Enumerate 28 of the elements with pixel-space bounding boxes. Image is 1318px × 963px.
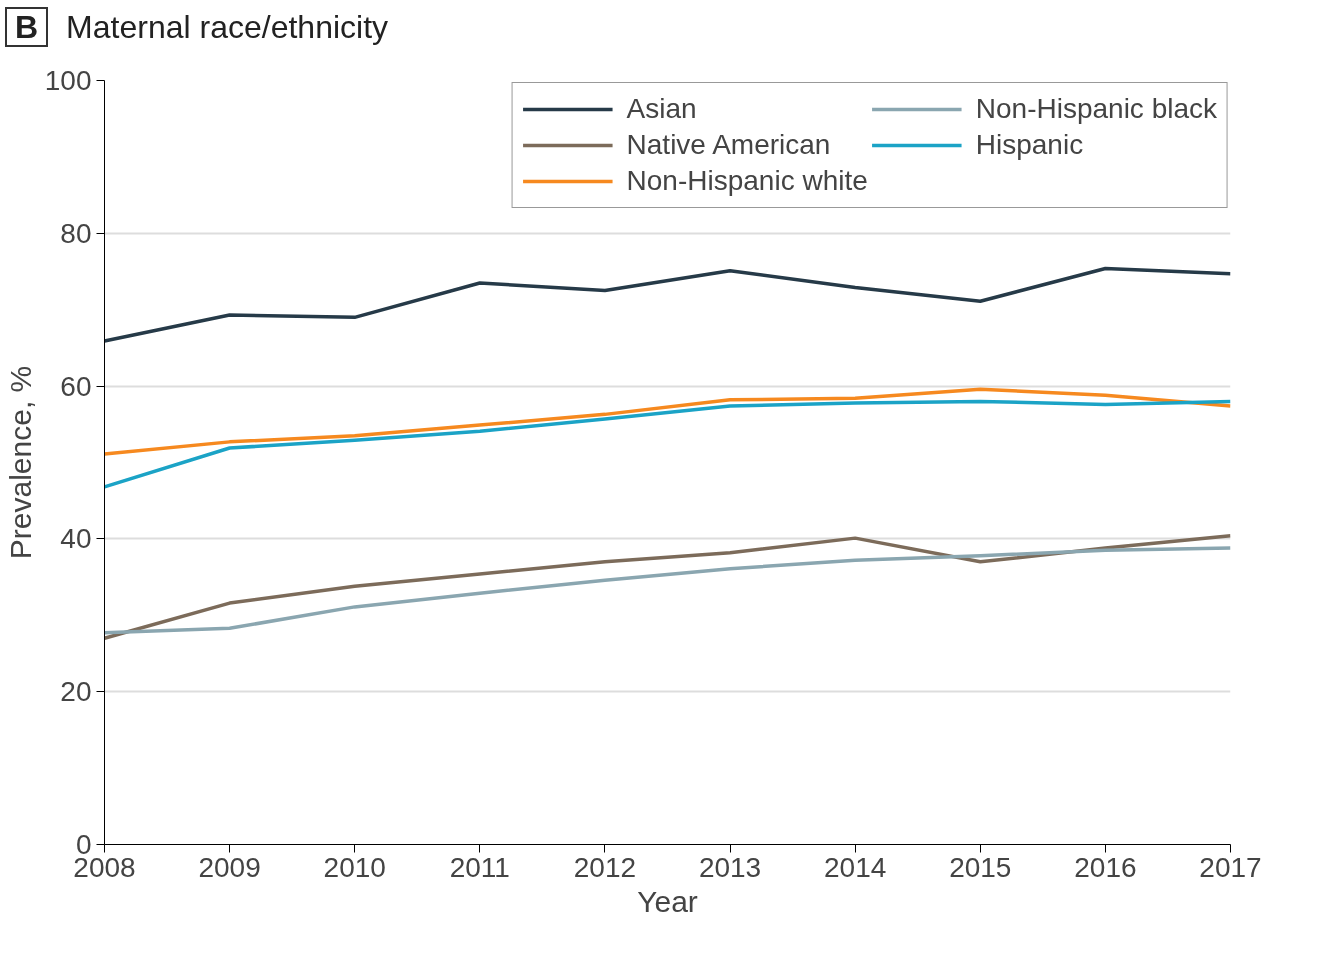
text: B [5,7,49,47]
y-tick-label: 60 [60,370,92,402]
line-series [104,546,1231,635]
x-tick-label: 2009 [198,851,261,883]
line-series [104,399,1231,489]
legend-label: Non-Hispanic white [626,165,868,197]
x-tick-label: 2010 [323,851,386,883]
x-axis-title: Year [637,884,698,918]
line-series [104,534,1231,640]
y-tick-label: 80 [60,217,92,249]
legend-label: Hispanic [975,129,1084,161]
legend-label: Native American [626,129,831,161]
legend-label: Non-Hispanic black [975,93,1217,125]
y-tick-label: 100 [44,65,92,96]
x-tick-label: 2011 [449,851,510,883]
x-tick-label: 2016 [1074,851,1137,883]
x-tick-label: 2012 [573,851,637,883]
x-tick-label: 2015 [949,851,1012,883]
x-tick-label: 2013 [698,851,762,883]
line-series [104,387,1231,456]
x-tick-label: 2017 [1199,851,1262,883]
x-tick-label: 2014 [824,851,887,883]
y-tick-label: 40 [60,523,92,555]
y-tick-label: 20 [60,676,92,708]
line-series [104,266,1231,343]
legend-label: Asian [626,93,697,125]
y-axis-title: Prevalence, % [3,365,37,560]
chart-title: Maternal race/ethnicity [66,9,389,45]
